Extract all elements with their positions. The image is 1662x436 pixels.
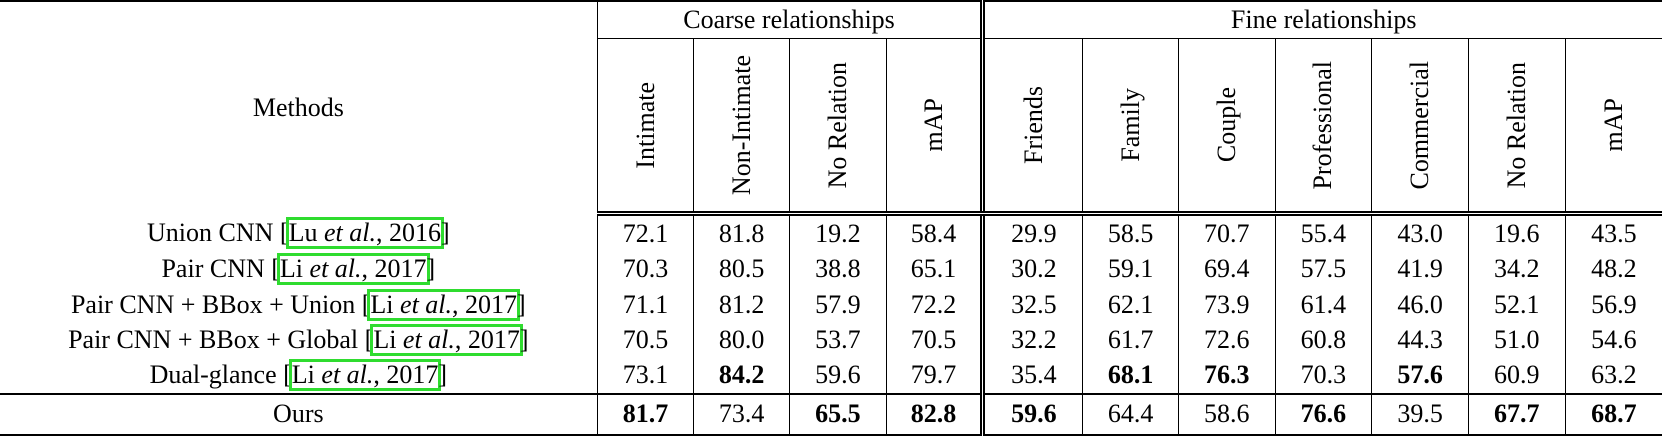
value-cell: 70.3 (1274, 357, 1373, 394)
value-cell: 79.7 (885, 357, 984, 394)
citation-link[interactable]: Li et al., 2017 (276, 253, 430, 286)
col-fine-professional: Professional (1274, 38, 1373, 216)
value-cell: 72.6 (1177, 322, 1276, 358)
value-cell: 59.1 (1082, 251, 1179, 287)
value-cell: 54.6 (1564, 322, 1662, 358)
value-cell: 61.4 (1274, 286, 1373, 323)
methods-header: Methods (0, 0, 598, 214)
value-cell: 80.0 (693, 322, 790, 358)
col-fine-map: mAP (1564, 38, 1662, 216)
table-row: Pair CNN + BBox + Union [Li et al., 2017… (0, 286, 1662, 323)
value-cell-best: 81.7 (596, 392, 695, 436)
method-cell: Union CNN [Lu et al., 2016] (0, 213, 598, 252)
value-cell-best: 67.7 (1467, 392, 1566, 436)
value-cell: 81.2 (693, 286, 790, 323)
value-cell: 73.9 (1177, 286, 1276, 323)
value-cell-best: 76.3 (1177, 357, 1276, 394)
value-cell: 63.2 (1564, 357, 1662, 394)
value-cell: 62.1 (1082, 286, 1179, 323)
coarse-relationships-header: Coarse relationships (596, 0, 984, 39)
col-coarse-intimate: Intimate (596, 38, 695, 216)
value-cell: 58.5 (1082, 213, 1179, 252)
table-row: Union CNN [Lu et al., 2016] 72.1 81.8 19… (0, 213, 1662, 252)
value-cell: 55.4 (1274, 213, 1373, 252)
value-cell: 34.2 (1467, 251, 1566, 287)
value-cell: 35.4 (980, 357, 1084, 394)
value-cell: 53.7 (788, 322, 887, 358)
value-cell: 57.9 (788, 286, 887, 323)
fine-relationships-header: Fine relationships (980, 0, 1662, 39)
col-fine-no-relation: No Relation (1467, 38, 1566, 216)
col-fine-family: Family (1082, 38, 1179, 216)
value-cell: 60.8 (1274, 322, 1373, 358)
value-cell-best: 76.6 (1274, 392, 1373, 436)
value-cell: 70.5 (885, 322, 984, 358)
value-cell: 56.9 (1564, 286, 1662, 323)
value-cell: 52.1 (1467, 286, 1566, 323)
method-cell: Pair CNN + BBox + Global [Li et al., 201… (0, 322, 598, 358)
value-cell: 57.5 (1274, 251, 1373, 287)
value-cell: 41.9 (1371, 251, 1469, 287)
value-cell: 32.2 (980, 322, 1084, 358)
table-row: Dual-glance [Li et al., 2017] 73.1 84.2 … (0, 357, 1662, 394)
value-cell: 72.2 (885, 286, 984, 323)
col-fine-friends: Friends (980, 38, 1084, 216)
value-cell: 70.7 (1177, 213, 1276, 252)
value-cell: 44.3 (1371, 322, 1469, 358)
table-row: Pair CNN + BBox + Global [Li et al., 201… (0, 322, 1662, 358)
value-cell: 69.4 (1177, 251, 1276, 287)
value-cell-best: 57.6 (1371, 357, 1469, 394)
method-cell: Pair CNN [Li et al., 2017] (0, 251, 598, 287)
col-fine-commercial: Commercial (1371, 38, 1469, 216)
value-cell: 58.4 (885, 213, 984, 252)
value-cell: 73.4 (693, 392, 790, 436)
value-cell: 58.6 (1177, 392, 1276, 436)
value-cell: 51.0 (1467, 322, 1566, 358)
value-cell: 48.2 (1564, 251, 1662, 287)
value-cell: 38.8 (788, 251, 887, 287)
value-cell: 19.2 (788, 213, 887, 252)
value-cell: 43.0 (1371, 213, 1469, 252)
col-coarse-map: mAP (885, 38, 984, 216)
value-cell-best: 65.5 (788, 392, 887, 436)
value-cell: 70.3 (596, 251, 695, 287)
table-row-ours: Ours 81.7 73.4 65.5 82.8 59.6 64.4 58.6 … (0, 392, 1662, 436)
col-coarse-no-relation: No Relation (788, 38, 887, 216)
method-cell: Ours (0, 392, 598, 436)
citation-link[interactable]: Li et al., 2017 (370, 323, 523, 356)
method-cell: Pair CNN + BBox + Union [Li et al., 2017… (0, 286, 598, 323)
value-cell: 19.6 (1467, 213, 1566, 252)
col-fine-couple: Couple (1177, 38, 1276, 216)
value-cell: 70.5 (596, 322, 695, 358)
value-cell: 32.5 (980, 286, 1084, 323)
citation-link[interactable]: Li et al., 2017 (367, 288, 521, 321)
citation-link[interactable]: Lu et al., 2016 (285, 216, 444, 249)
citation-link[interactable]: Li et al., 2017 (288, 359, 442, 392)
value-cell: 61.7 (1082, 322, 1179, 358)
value-cell: 43.5 (1564, 213, 1662, 252)
value-cell: 80.5 (693, 251, 790, 287)
value-cell: 39.5 (1371, 392, 1469, 436)
value-cell-best: 68.7 (1564, 392, 1662, 436)
value-cell: 72.1 (596, 213, 695, 252)
value-cell-best: 82.8 (885, 392, 984, 436)
value-cell: 29.9 (980, 213, 1084, 252)
value-cell: 30.2 (980, 251, 1084, 287)
value-cell: 71.1 (596, 286, 695, 323)
value-cell-best: 59.6 (980, 392, 1084, 436)
value-cell: 65.1 (885, 251, 984, 287)
method-cell: Dual-glance [Li et al., 2017] (0, 357, 598, 394)
value-cell: 73.1 (596, 357, 695, 394)
value-cell: 60.9 (1467, 357, 1566, 394)
table-row: Pair CNN [Li et al., 2017] 70.3 80.5 38.… (0, 251, 1662, 287)
value-cell-best: 84.2 (693, 357, 790, 394)
value-cell: 59.6 (788, 357, 887, 394)
value-cell: 81.8 (693, 213, 790, 252)
value-cell: 46.0 (1371, 286, 1469, 323)
value-cell: 64.4 (1082, 392, 1179, 436)
col-coarse-non-intimate: Non-Intimate (693, 38, 790, 216)
value-cell-best: 68.1 (1082, 357, 1179, 394)
